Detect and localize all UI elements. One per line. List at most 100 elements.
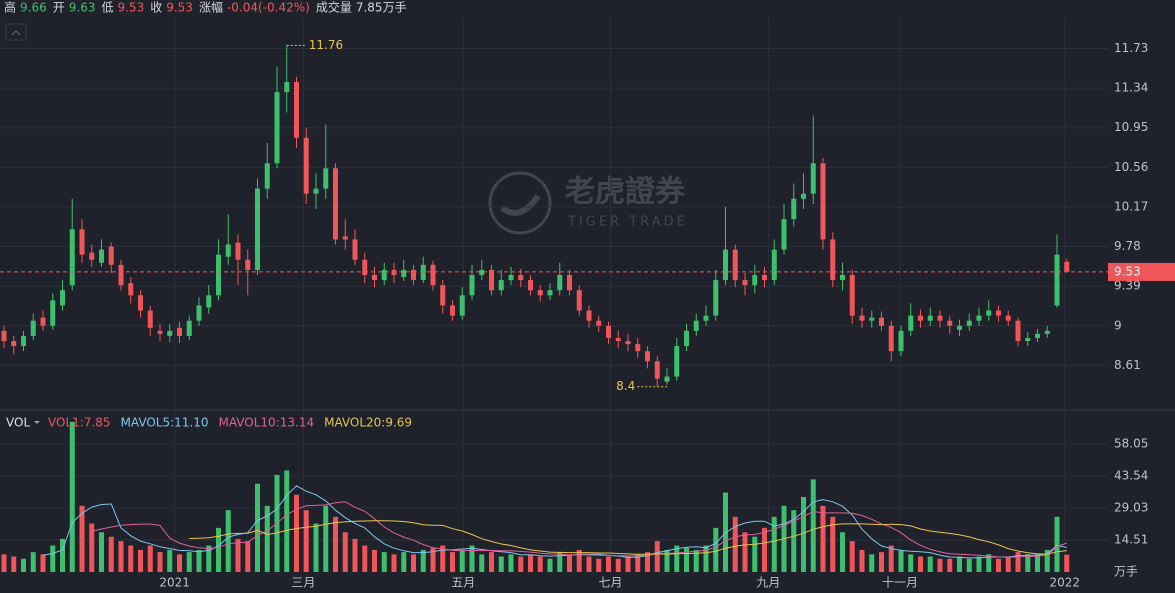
candle-body	[469, 274, 475, 296]
x-tick-label: 七月	[598, 576, 622, 590]
x-tick-label: 五月	[451, 576, 475, 590]
candle-body	[918, 315, 923, 321]
volume-bar	[879, 552, 884, 572]
volume-bar	[898, 549, 904, 572]
candle-body	[732, 249, 738, 281]
volume-bar	[411, 554, 416, 572]
legend-entry: MAVOL5:11.10	[121, 416, 209, 430]
y-tick-label: 10.56	[1114, 160, 1148, 174]
volume-bar	[791, 510, 797, 572]
candle-body	[986, 310, 992, 316]
volume-bar	[947, 558, 953, 572]
candle-body	[274, 92, 280, 164]
volume-bar	[225, 510, 231, 572]
x-tick-label: 十一月	[882, 576, 918, 590]
volume-bar	[99, 532, 104, 572]
candle-body	[879, 317, 884, 326]
volume-bar	[30, 552, 36, 572]
volume-bar	[752, 536, 758, 572]
candle-body	[40, 317, 46, 326]
candle-body	[840, 274, 845, 281]
volume-bar	[762, 527, 767, 572]
candle-body	[69, 229, 75, 286]
volume-bar	[430, 547, 436, 572]
candle-body	[323, 168, 329, 189]
watermark-logo-mark	[500, 194, 541, 216]
volume-bar	[303, 510, 309, 572]
candle-body	[294, 81, 299, 138]
volume-bar	[138, 549, 143, 572]
candle-body	[79, 229, 85, 255]
volume-bar	[1044, 549, 1050, 572]
header-value: 9.53	[166, 1, 193, 15]
volume-bar	[186, 552, 192, 572]
volume-bar	[118, 541, 124, 572]
legend-entry: MAVOL10:13.14	[219, 416, 315, 430]
volume-bar	[381, 552, 387, 572]
y-tick-label: 43.54	[1114, 468, 1148, 482]
candle-body	[11, 341, 17, 347]
y-tick-label: 11.34	[1114, 81, 1148, 95]
candle-body	[528, 280, 533, 291]
candle-body	[547, 290, 553, 296]
volume-bar	[518, 556, 524, 572]
candle-body	[50, 300, 56, 326]
candle-body	[625, 341, 631, 345]
volume-bar	[615, 558, 621, 572]
volume-bar	[235, 538, 241, 572]
indicator-name[interactable]: VOL	[6, 416, 30, 430]
volume-bar	[479, 554, 485, 572]
candle-body	[1, 330, 7, 342]
volume-bar	[966, 558, 972, 572]
volume-bar	[528, 554, 533, 572]
volume-bar	[69, 421, 75, 572]
volume-bar	[294, 494, 299, 572]
volume-bar	[196, 549, 202, 572]
candle-body	[342, 236, 348, 240]
volume-bar	[79, 505, 85, 572]
watermark: 老虎證券 TIGER TRADE	[488, 171, 686, 235]
volume-bar	[625, 556, 631, 572]
volume-bar	[1, 554, 7, 572]
volume-bar	[177, 554, 182, 572]
candle-body	[937, 315, 943, 321]
candle-body	[518, 274, 524, 281]
candle-body	[401, 269, 407, 278]
volume-bar	[245, 541, 251, 572]
candle-body	[420, 264, 426, 281]
header-value: 9.53	[117, 1, 144, 15]
volume-bar	[11, 556, 17, 572]
volume-bar	[586, 556, 592, 572]
candle-body	[313, 188, 319, 194]
volume-bar	[440, 545, 446, 572]
candle-body	[723, 249, 728, 281]
volume-bar	[927, 556, 933, 572]
candle-body	[1054, 254, 1060, 306]
volume-bar	[996, 558, 1001, 572]
collapse-button[interactable]	[5, 23, 27, 41]
candle-body	[908, 315, 914, 331]
y-tick-label: 9	[1114, 318, 1122, 332]
volume-bar	[489, 552, 494, 572]
candle-body	[60, 290, 65, 306]
candle-body	[352, 239, 358, 260]
volume-bar	[128, 545, 134, 572]
indicator-dropdown[interactable]	[34, 421, 40, 424]
candle-body	[606, 325, 611, 338]
header-value: 9.66	[20, 1, 47, 15]
volume-bar	[216, 527, 221, 572]
candle-body	[333, 168, 338, 240]
y-tick-label: 8.61	[1114, 358, 1141, 372]
candle-body	[791, 198, 797, 220]
candle-body	[898, 330, 904, 352]
volume-bar	[888, 545, 894, 572]
volume-bar	[830, 516, 836, 572]
candle-body	[167, 330, 173, 336]
candle-body	[372, 274, 377, 281]
candle-body	[391, 269, 397, 275]
header-value: 9.63	[69, 1, 96, 15]
ma-line	[189, 520, 1067, 555]
candle-body	[381, 269, 387, 281]
y-tick-label: 10.95	[1114, 120, 1148, 134]
candle-body	[459, 295, 465, 316]
